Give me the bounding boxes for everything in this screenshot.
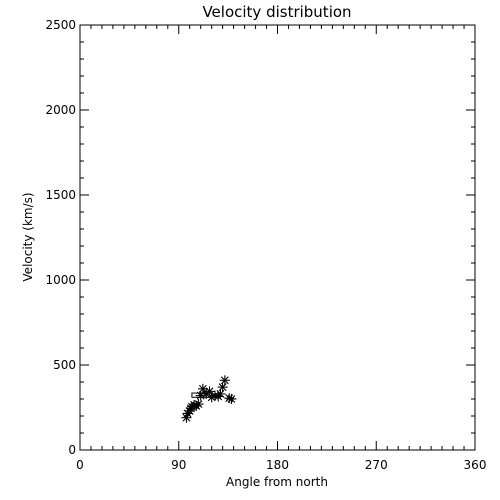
data-point bbox=[193, 399, 204, 410]
data-point bbox=[217, 382, 228, 393]
data-point bbox=[219, 375, 230, 386]
x-tick-label: 180 bbox=[266, 458, 289, 472]
chart-title: Velocity distribution bbox=[202, 3, 351, 21]
y-tick-label: 0 bbox=[68, 443, 76, 457]
data-point bbox=[226, 394, 237, 404]
y-axis: 0 500 1000 1500 2000 2500 bbox=[45, 18, 475, 457]
x-tick-label: 90 bbox=[171, 458, 186, 472]
y-tick-label: 1500 bbox=[45, 188, 76, 202]
data-series bbox=[181, 375, 237, 423]
x-axis-title: Angle from north bbox=[226, 475, 328, 489]
y-axis-title: Velocity (km/s) bbox=[21, 192, 35, 281]
x-tick-label: 360 bbox=[464, 458, 487, 472]
y-tick-label: 1000 bbox=[45, 273, 76, 287]
x-axis: 0 90 180 270 360 bbox=[76, 25, 486, 472]
data-point bbox=[215, 388, 226, 399]
plot-frame bbox=[79, 24, 476, 451]
x-tick-label: 270 bbox=[365, 458, 388, 472]
y-tick-label: 2000 bbox=[45, 103, 76, 117]
y-tick-label: 2500 bbox=[45, 18, 76, 32]
x-tick-label: 0 bbox=[76, 458, 84, 472]
y-tick-label: 500 bbox=[53, 358, 76, 372]
